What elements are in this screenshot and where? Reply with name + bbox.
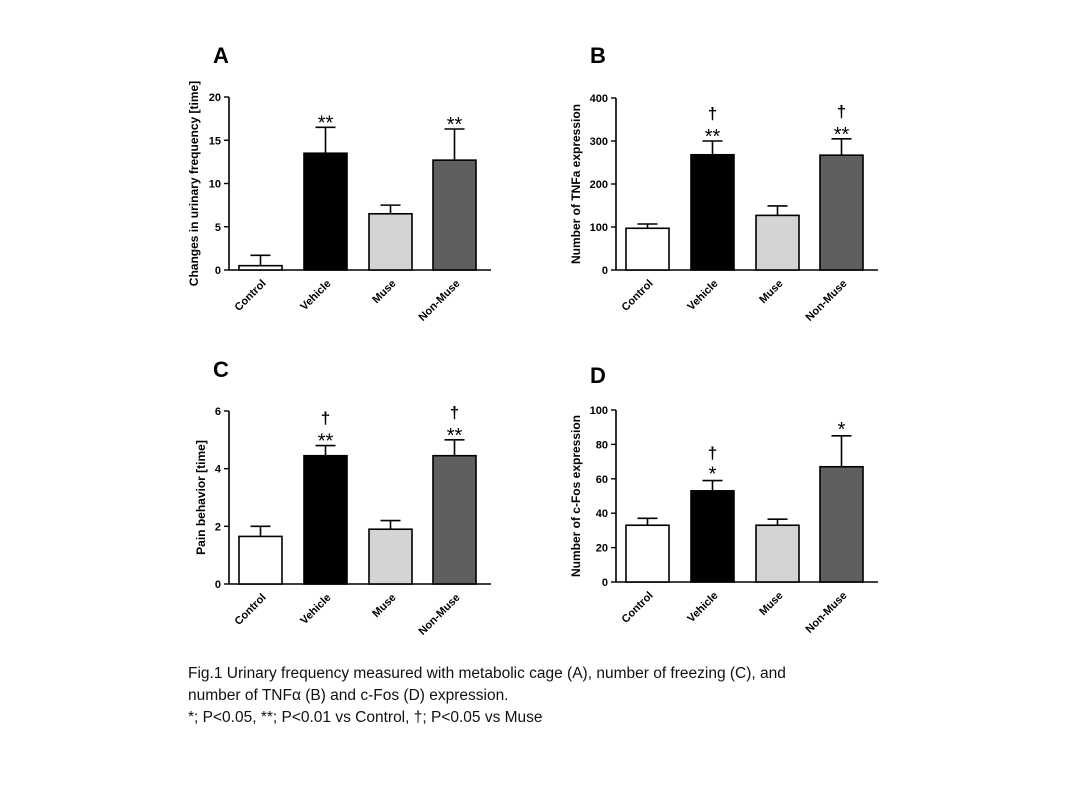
caption-line-1: Fig.1 Urinary frequency measured with me… — [188, 665, 786, 682]
significance-marker: * — [709, 464, 717, 486]
y-tick-label: 60 — [596, 474, 608, 486]
dagger-marker: † — [321, 409, 330, 428]
figure-caption: Fig.1 Urinary frequency measured with me… — [188, 663, 908, 729]
y-tick-label: 0 — [602, 577, 608, 589]
bar-vehicle — [303, 454, 348, 585]
y-tick-label: 2 — [215, 521, 221, 533]
bar-muse — [755, 214, 800, 271]
y-axis-title: Changes in urinary frequency [time] — [187, 81, 201, 286]
y-axis-title: Pain behavior [time] — [194, 440, 208, 555]
bar-control — [238, 264, 283, 271]
x-tick-label: Muse — [370, 592, 398, 620]
significance-marker: ** — [318, 431, 334, 453]
y-tick-label: 20 — [209, 92, 221, 104]
bar-control — [625, 524, 670, 583]
significance-marker: * — [838, 419, 846, 441]
bar-non-muse — [819, 154, 864, 271]
significance-marker: ** — [318, 112, 334, 134]
x-tick-label: Non-Muse — [417, 278, 463, 324]
bar-non-muse — [819, 465, 864, 583]
x-tick-label: Non-Muse — [417, 592, 463, 638]
y-tick-label: 200 — [590, 179, 608, 191]
bar-vehicle — [690, 490, 735, 583]
dagger-marker: † — [837, 102, 846, 121]
x-tick-label: Non-Muse — [804, 590, 850, 636]
dagger-marker: † — [708, 444, 717, 463]
x-tick-label: Non-Muse — [804, 278, 850, 324]
bar-control — [238, 535, 283, 585]
y-tick-label: 5 — [215, 222, 221, 234]
bar-control — [625, 227, 670, 271]
bar-vehicle — [303, 152, 348, 271]
y-tick-label: 80 — [596, 439, 608, 451]
y-tick-label: 40 — [596, 508, 608, 520]
x-tick-label: Muse — [757, 278, 785, 306]
caption-line-3: *; P<0.05, **; P<0.01 vs Control, †; P<0… — [188, 709, 543, 726]
caption-line-2: number of TNFα (B) and c-Fos (D) express… — [188, 687, 509, 704]
y-tick-label: 300 — [590, 136, 608, 148]
y-tick-label: 400 — [590, 93, 608, 105]
bar-vehicle — [690, 153, 735, 271]
x-tick-label: Muse — [757, 590, 785, 618]
x-tick-label: Vehicle — [685, 278, 720, 313]
significance-marker: ** — [447, 114, 463, 136]
x-tick-label: Control — [232, 592, 268, 628]
y-tick-label: 15 — [209, 135, 221, 147]
x-tick-label: Control — [232, 278, 268, 314]
bar-non-muse — [432, 159, 477, 271]
bar-muse — [368, 528, 413, 585]
bar-non-muse — [432, 454, 477, 585]
x-tick-label: Muse — [370, 278, 398, 306]
bar-muse — [368, 212, 413, 271]
x-tick-label: Vehicle — [685, 590, 720, 625]
panel-label: D — [590, 363, 606, 388]
panel-label: A — [213, 43, 229, 68]
significance-marker: ** — [834, 124, 850, 146]
y-tick-label: 20 — [596, 543, 608, 555]
y-tick-label: 0 — [215, 579, 221, 591]
bar-muse — [755, 524, 800, 583]
x-tick-label: Control — [619, 590, 655, 626]
y-axis-title: Number of c-Fos expression — [569, 415, 583, 577]
x-tick-label: Vehicle — [298, 278, 333, 313]
y-tick-label: 100 — [590, 222, 608, 234]
y-axis-title: Number of TNFa expression — [569, 104, 583, 264]
y-tick-label: 0 — [602, 265, 608, 277]
y-tick-label: 6 — [215, 406, 221, 418]
x-tick-label: Vehicle — [298, 592, 333, 627]
y-tick-label: 0 — [215, 265, 221, 277]
dagger-marker: † — [450, 403, 459, 422]
significance-marker: ** — [705, 126, 721, 148]
panel-label: B — [590, 43, 606, 68]
dagger-marker: † — [708, 104, 717, 123]
panel-label: C — [213, 357, 229, 382]
y-tick-label: 100 — [590, 405, 608, 417]
x-tick-label: Control — [619, 278, 655, 314]
y-tick-label: 4 — [215, 464, 222, 476]
y-tick-label: 10 — [209, 179, 221, 191]
significance-marker: ** — [447, 425, 463, 447]
